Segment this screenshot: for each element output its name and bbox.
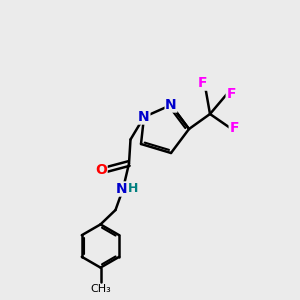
Text: CH₃: CH₃ — [90, 284, 111, 294]
Text: N: N — [116, 182, 127, 196]
Text: F: F — [198, 76, 207, 90]
Text: N: N — [138, 110, 150, 124]
Text: F: F — [226, 88, 236, 101]
Text: N: N — [165, 98, 177, 112]
Text: O: O — [95, 163, 107, 176]
Text: H: H — [128, 182, 138, 195]
Text: F: F — [229, 121, 239, 134]
